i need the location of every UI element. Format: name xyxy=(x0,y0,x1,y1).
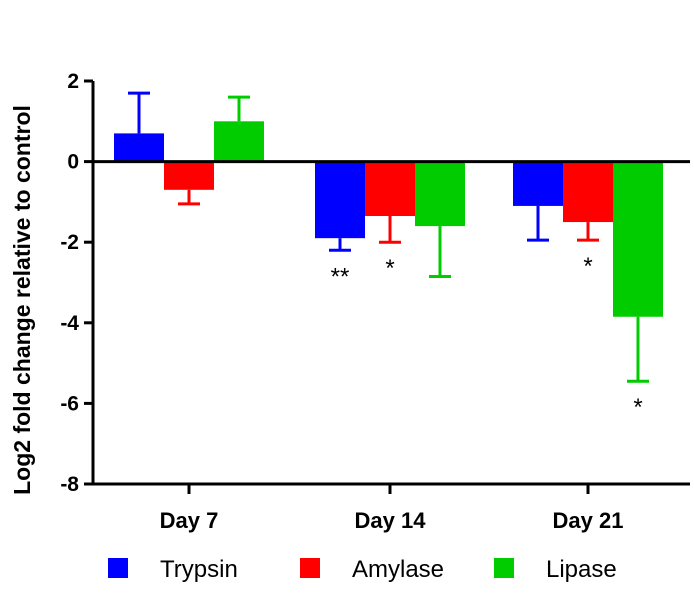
y-tick-label: -8 xyxy=(60,473,79,496)
bar-trypsin-day-7 xyxy=(114,133,164,162)
significance-marker: * xyxy=(583,253,592,280)
bar-lipase-day-21 xyxy=(613,161,663,317)
bar-amylase-day-7 xyxy=(164,161,214,190)
legend-swatch-amylase xyxy=(300,558,320,578)
bar-trypsin-day-14 xyxy=(315,161,365,239)
bar-lipase-day-7 xyxy=(214,121,264,162)
bar-amylase-day-21 xyxy=(563,161,613,223)
legend-label-amylase: Amylase xyxy=(352,556,444,583)
significance-marker: ** xyxy=(331,263,350,290)
x-category-label: Day 7 xyxy=(160,508,219,533)
bar-trypsin-day-21 xyxy=(513,161,563,206)
y-tick-label: -4 xyxy=(60,312,79,335)
significance-marker: * xyxy=(385,255,394,282)
y-tick-label: -2 xyxy=(60,231,79,254)
legend-label-lipase: Lipase xyxy=(546,556,617,583)
y-tick-label: 0 xyxy=(67,151,79,174)
bar-amylase-day-14 xyxy=(365,161,415,217)
x-category-label: Day 21 xyxy=(553,508,624,533)
bar-lipase-day-14 xyxy=(415,161,465,227)
x-category-label: Day 14 xyxy=(355,508,427,533)
legend-swatch-lipase xyxy=(494,558,514,578)
significance-marker: * xyxy=(633,394,642,421)
y-tick-label: 2 xyxy=(67,70,79,93)
y-tick-label: -6 xyxy=(60,392,79,415)
legend-swatch-trypsin xyxy=(108,558,128,578)
legend-label-trypsin: Trypsin xyxy=(160,556,238,583)
y-axis-label: Log2 fold change relative to control xyxy=(9,105,35,495)
